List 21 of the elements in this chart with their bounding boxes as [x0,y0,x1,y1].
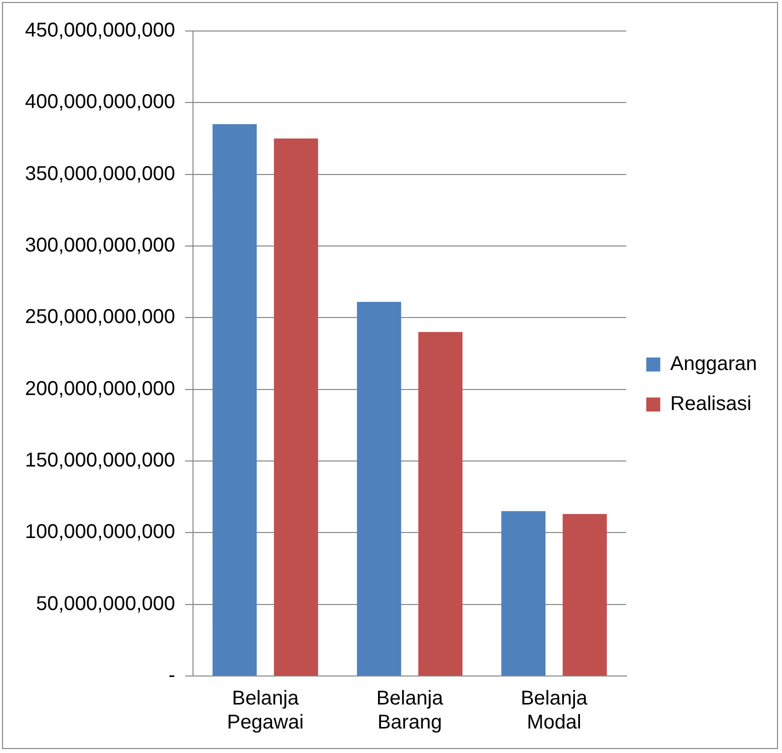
bar [562,514,607,676]
bar [356,302,402,676]
bar [212,124,257,676]
bar [418,332,462,676]
x-tick-label: Belanja Modal [520,688,588,734]
y-tick-label: 150,000,000,000 [24,450,176,472]
y-tick-label: 300,000,000,000 [24,234,176,257]
y-tick-label: 450,000,000,000 [24,20,176,42]
y-tick-label: 50,000,000,000 [36,592,176,615]
bar [274,138,318,676]
bar [501,511,546,676]
y-tick-label: 400,000,000,000 [24,91,176,114]
y-tick-label: 100,000,000,000 [24,521,176,544]
y-tick-label: 250,000,000,000 [24,306,176,328]
x-tick-label: Belanja Barang [376,688,444,734]
y-tick-label: 200,000,000,000 [24,378,176,400]
y-tick-label: - [168,664,176,687]
legend-label: Anggaran [670,353,758,376]
x-tick-label: Belanja Pegawai [226,688,304,734]
legend-label: Realisasi [670,393,752,416]
y-tick-label: 350,000,000,000 [24,162,176,185]
